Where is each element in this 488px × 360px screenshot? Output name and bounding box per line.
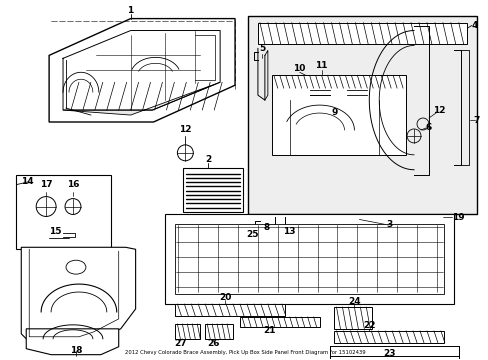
Text: 22: 22 (362, 321, 375, 330)
Bar (257, 23, 466, 44)
Text: 7: 7 (472, 116, 479, 125)
Text: 11: 11 (315, 61, 327, 70)
Text: 18: 18 (70, 346, 82, 355)
Polygon shape (63, 82, 220, 115)
Text: 9: 9 (331, 108, 337, 117)
Text: 1: 1 (127, 6, 134, 15)
Text: 12: 12 (179, 125, 191, 134)
Bar (247, 15, 476, 215)
Bar (334, 331, 443, 343)
Text: 24: 24 (347, 297, 360, 306)
Text: 16: 16 (66, 180, 79, 189)
Text: 15: 15 (49, 227, 61, 236)
Text: 21: 21 (263, 326, 276, 335)
Text: 6: 6 (425, 123, 431, 132)
Bar (183, 168, 243, 212)
Bar (329, 346, 458, 356)
Text: 20: 20 (219, 293, 231, 302)
Bar (271, 75, 405, 155)
Polygon shape (26, 329, 119, 355)
Bar (334, 307, 371, 329)
Text: 5: 5 (258, 44, 264, 53)
Bar (175, 224, 443, 294)
Bar (175, 304, 284, 316)
Text: 14: 14 (21, 177, 34, 186)
Bar (175, 324, 200, 339)
Text: 3: 3 (385, 220, 391, 229)
Text: 27: 27 (174, 339, 186, 348)
Text: 2: 2 (204, 155, 211, 164)
Bar (240, 317, 319, 327)
Text: 17: 17 (40, 180, 52, 189)
Text: 10: 10 (293, 64, 305, 73)
Bar (16, 175, 111, 249)
Text: 26: 26 (206, 339, 219, 348)
Text: 19: 19 (451, 213, 464, 222)
Bar (205, 324, 233, 339)
Polygon shape (49, 19, 235, 122)
Text: 13: 13 (283, 227, 295, 236)
Text: 4: 4 (470, 21, 477, 30)
Text: 12: 12 (432, 105, 444, 114)
Polygon shape (21, 247, 135, 344)
Bar (165, 215, 453, 304)
Text: 2012 Chevy Colorado Brace Assembly, Pick Up Box Side Panel Front Diagram for 151: 2012 Chevy Colorado Brace Assembly, Pick… (124, 350, 365, 355)
Text: 8: 8 (263, 223, 269, 232)
Text: 25: 25 (246, 230, 259, 239)
Text: 23: 23 (382, 349, 395, 358)
